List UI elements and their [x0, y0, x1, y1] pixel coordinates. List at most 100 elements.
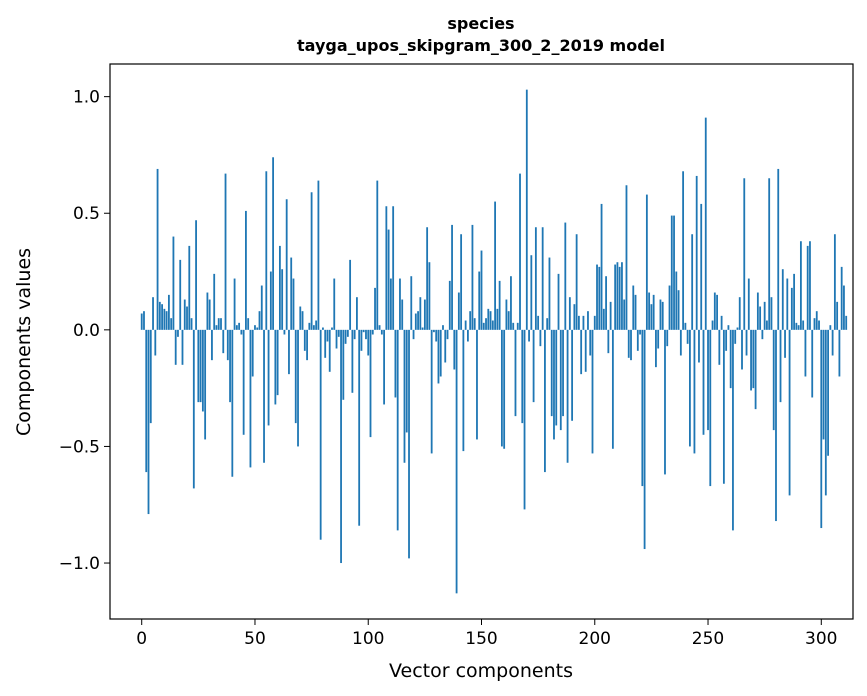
bar [698, 329, 700, 363]
x-tick-label: 200 [579, 629, 611, 649]
bar [276, 329, 279, 396]
bar [645, 194, 648, 330]
bar [655, 329, 657, 368]
bar [167, 294, 170, 330]
bar [623, 299, 626, 330]
bar [319, 329, 322, 540]
bar [383, 329, 385, 405]
bar [530, 255, 533, 330]
bar [550, 329, 553, 417]
bar [659, 299, 662, 330]
bar [462, 329, 465, 452]
bar [269, 271, 272, 330]
bar [229, 329, 231, 403]
bar [220, 318, 222, 330]
bar [675, 271, 678, 330]
bar [199, 329, 202, 403]
bar [523, 329, 526, 510]
bar [152, 297, 154, 330]
bar [827, 329, 829, 456]
bar [734, 329, 737, 344]
bar [460, 234, 463, 330]
bar [317, 180, 320, 330]
bar [303, 329, 306, 351]
bar [754, 329, 757, 410]
bar [161, 304, 163, 330]
bar [324, 329, 327, 358]
bar [288, 329, 290, 375]
bar [181, 329, 184, 365]
bar [480, 250, 483, 330]
bar [790, 287, 793, 330]
chart-subtitle: tayga_upos_skipgram_300_2_2019 model [297, 36, 665, 55]
bar [188, 245, 191, 330]
bar [600, 203, 603, 330]
bar [326, 329, 329, 342]
bar [809, 241, 811, 330]
bar [661, 301, 664, 330]
bar [736, 327, 739, 330]
bar [186, 306, 188, 330]
bar [725, 329, 728, 351]
bar [430, 329, 433, 454]
bar [636, 329, 639, 351]
bar [376, 180, 379, 330]
bar [564, 222, 567, 330]
bar [591, 329, 594, 454]
bar [419, 297, 422, 330]
bar [197, 329, 200, 403]
bar [505, 299, 508, 330]
bar [360, 329, 363, 351]
bar [208, 299, 211, 330]
bar [820, 329, 823, 529]
bar [618, 266, 621, 330]
bar [362, 329, 365, 333]
bar [596, 264, 598, 330]
bar [512, 322, 515, 330]
plot-area-frame [109, 63, 854, 620]
bar [233, 278, 236, 330]
bar [786, 278, 789, 330]
bar [840, 266, 843, 330]
bar [346, 329, 349, 337]
bar [831, 329, 834, 356]
bar [559, 329, 562, 431]
bar [643, 329, 646, 550]
bar [428, 262, 431, 330]
bar [838, 329, 841, 377]
bar [453, 329, 456, 370]
x-tick-label: 100 [352, 629, 384, 649]
bar [770, 297, 773, 330]
bar [598, 266, 601, 330]
bar [607, 329, 610, 354]
bar [174, 329, 177, 365]
x-tick-label: 50 [244, 629, 266, 649]
bar [510, 276, 512, 330]
bar [514, 329, 517, 417]
bar [260, 285, 263, 330]
bar [670, 215, 673, 330]
bar [204, 329, 207, 440]
bars-group [140, 89, 848, 594]
bar [410, 276, 413, 330]
bar [389, 278, 392, 330]
bar [489, 311, 492, 330]
bar [621, 262, 623, 330]
bar [793, 273, 796, 330]
bar [584, 329, 587, 372]
bar [795, 322, 798, 330]
bar [784, 329, 786, 358]
bar [213, 273, 216, 330]
bar [845, 315, 848, 330]
bar [813, 318, 816, 330]
bar [759, 306, 762, 330]
bar [722, 329, 725, 484]
bar [833, 234, 836, 330]
bar [149, 329, 152, 424]
bar [718, 329, 721, 365]
bar [627, 329, 630, 358]
bar [217, 318, 220, 330]
bar [616, 262, 619, 330]
bar [713, 292, 716, 330]
bar [716, 294, 718, 330]
